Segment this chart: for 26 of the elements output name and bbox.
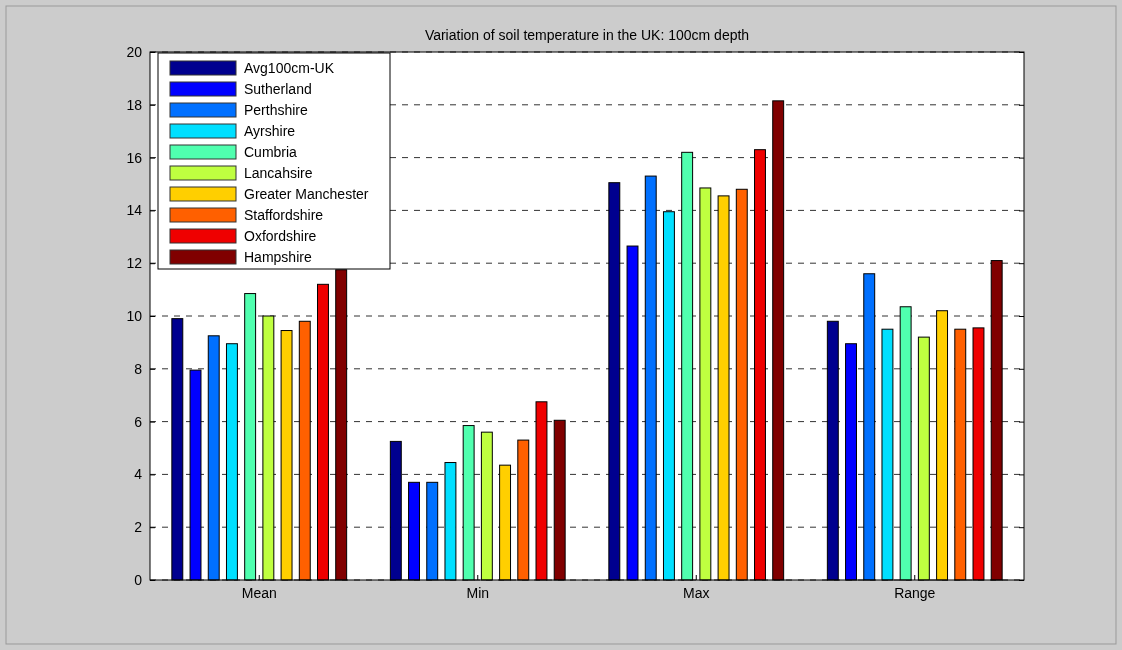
chart-title: Variation of soil temperature in the UK: 100cm depth (424, 27, 750, 43)
y-tick-label: 18 (126, 96, 143, 113)
x-tick-label: Mean (241, 584, 277, 601)
x-tick-label: Min (466, 584, 490, 601)
legend-label: Avg100cm-UK (244, 60, 335, 76)
y-tick-label: 2 (134, 519, 143, 536)
legend-label: Oxfordshire (244, 228, 317, 244)
y-tick-label: 20 (126, 43, 143, 60)
legend-label: Staffordshire (244, 207, 324, 223)
legend-label: Cumbria (244, 144, 298, 160)
legend-label: Perthshire (244, 102, 309, 118)
legend-label: Lancahsire (244, 165, 313, 181)
legend-label: Ayrshire (244, 123, 296, 139)
y-tick-label: 12 (126, 255, 143, 272)
legend-label: Sutherland (244, 81, 312, 97)
x-tick-label: Range (894, 584, 936, 601)
y-tick-label: 6 (134, 413, 143, 430)
legend-label: Hampshire (244, 249, 312, 265)
x-tick-label: Max (683, 584, 710, 601)
y-tick-label: 4 (134, 466, 143, 483)
y-tick-label: 0 (134, 571, 143, 588)
y-tick-label: 10 (126, 307, 143, 324)
y-tick-label: 14 (126, 202, 143, 219)
y-tick-label: 16 (126, 149, 143, 166)
y-tick-label: 8 (134, 360, 143, 377)
legend-label: Greater Manchester (244, 186, 369, 202)
